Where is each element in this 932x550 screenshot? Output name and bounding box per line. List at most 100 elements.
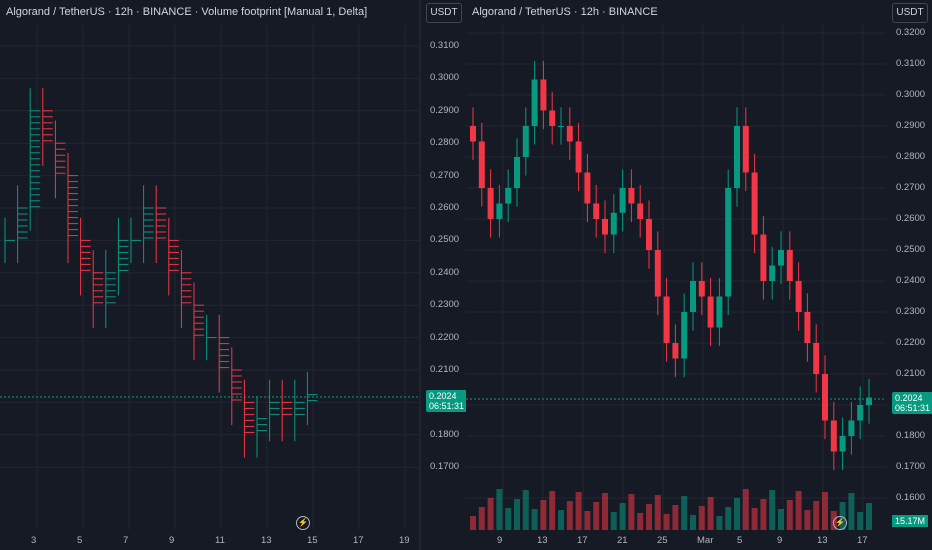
price-tick-label: 0.2400	[430, 266, 460, 278]
volume-bar	[751, 508, 758, 530]
volume-bar	[698, 506, 705, 530]
volume-bar	[610, 512, 617, 530]
volume-bar	[628, 494, 635, 530]
candle-body	[848, 420, 855, 436]
volume-bar	[646, 504, 652, 530]
candle-body	[690, 281, 696, 312]
left-countdown: 06:51:31	[429, 401, 465, 411]
volume-bar	[681, 496, 688, 530]
price-tick-label: 0.2600	[896, 213, 926, 224]
volume-bar	[549, 491, 556, 530]
volume-bar	[478, 507, 485, 530]
price-tick-label: 0.2400	[896, 275, 926, 286]
volume-bar	[566, 501, 573, 530]
price-tick-label: 0.2900	[430, 104, 460, 116]
volume-bar	[514, 499, 520, 530]
volume-bar	[716, 516, 723, 530]
candle-body	[778, 250, 784, 266]
date-tick-label: 17	[857, 535, 868, 546]
candle-body	[769, 265, 776, 281]
volume-bar	[540, 500, 547, 530]
date-tick-label: 13	[817, 535, 828, 546]
candle-body	[470, 126, 476, 142]
candle-body	[725, 188, 732, 297]
price-tick-label: 0.3100	[430, 40, 460, 51]
price-tick-label: 0.2800	[430, 137, 460, 149]
lightning-icon[interactable]: ⚡	[296, 516, 310, 530]
volume-bar	[558, 510, 564, 530]
date-tick-label: 11	[215, 535, 225, 546]
volume-bar	[470, 516, 476, 530]
price-tick-label: 0.2700	[430, 169, 460, 181]
volume-bar	[637, 513, 644, 530]
volume-bar	[522, 490, 529, 530]
candle-body	[593, 203, 600, 219]
lightning-icon[interactable]: ⚡	[833, 516, 847, 530]
left-chart-pane[interactable]: Algorand / TetherUS · 12h · BINANCE · Vo…	[0, 0, 466, 550]
right-last-price-badge: 0.2024 06:51:31	[892, 392, 932, 414]
date-tick-label: 13	[537, 535, 548, 546]
left-footprint-chart[interactable]	[0, 0, 466, 550]
candle-body	[795, 281, 802, 312]
date-tick-label: 9	[497, 535, 503, 546]
price-tick-label: 0.2200	[430, 331, 460, 343]
candle-body	[698, 281, 705, 297]
left-currency-button[interactable]: USDT	[426, 3, 462, 23]
candle-body	[857, 405, 864, 421]
right-countdown: 06:51:31	[895, 403, 931, 413]
volume-bar	[487, 498, 494, 530]
price-tick-label: 0.2500	[430, 234, 460, 246]
candle-body	[566, 126, 573, 142]
right-last-price: 0.2024	[895, 393, 923, 403]
volume-bar	[496, 489, 503, 530]
candle-body	[619, 188, 626, 213]
price-tick-label: 0.3000	[896, 89, 926, 100]
volume-bar	[795, 491, 802, 530]
price-tick-label: 0.1800	[896, 430, 926, 441]
candle-body	[522, 126, 529, 157]
candle-body	[496, 203, 503, 219]
volume-bar	[866, 503, 872, 530]
date-tick-label: 9	[169, 535, 175, 546]
volume-bar	[822, 492, 828, 530]
date-tick-label: 3	[31, 535, 37, 546]
volume-bar	[725, 507, 732, 530]
volume-bar	[619, 503, 626, 530]
candle-body	[716, 296, 723, 328]
date-tick-label: 25	[657, 535, 668, 546]
date-tick-label: 21	[617, 535, 628, 546]
date-tick-label: 17	[353, 535, 364, 546]
price-tick-label: 0.2100	[896, 368, 926, 379]
candle-body	[540, 79, 547, 111]
candle-body	[505, 188, 512, 204]
volume-bar	[734, 498, 740, 530]
volume-bar	[804, 510, 811, 530]
right-chart-pane[interactable]: Algorand / TetherUS · 12h · BINANCE USDT…	[466, 0, 932, 550]
volume-bar	[769, 490, 776, 530]
price-tick-label: 0.3000	[430, 72, 460, 84]
candle-body	[830, 420, 837, 452]
candle-body	[602, 219, 608, 235]
candle-body	[514, 157, 520, 188]
date-tick-label: 7	[123, 535, 129, 546]
candle-body	[734, 126, 740, 188]
price-tick-label: 0.1800	[430, 428, 460, 440]
right-currency-button[interactable]: USDT	[892, 3, 928, 23]
candle-body	[742, 126, 749, 173]
candle-body	[681, 312, 688, 359]
candle-body	[663, 296, 670, 343]
volume-bar	[742, 489, 749, 530]
right-candle-chart[interactable]	[466, 0, 932, 550]
volume-bar	[584, 511, 591, 530]
candle-body	[707, 296, 714, 328]
candle-body	[822, 374, 828, 421]
candle-body	[549, 110, 556, 126]
date-tick-label: Mar	[697, 535, 714, 546]
candle-body	[628, 188, 635, 204]
candle-body	[839, 436, 846, 452]
date-tick-label: 17	[577, 535, 588, 546]
volume-bar	[672, 505, 679, 530]
candle-body	[866, 397, 872, 405]
volume-bar	[707, 497, 714, 530]
date-tick-label: 9	[777, 535, 783, 546]
